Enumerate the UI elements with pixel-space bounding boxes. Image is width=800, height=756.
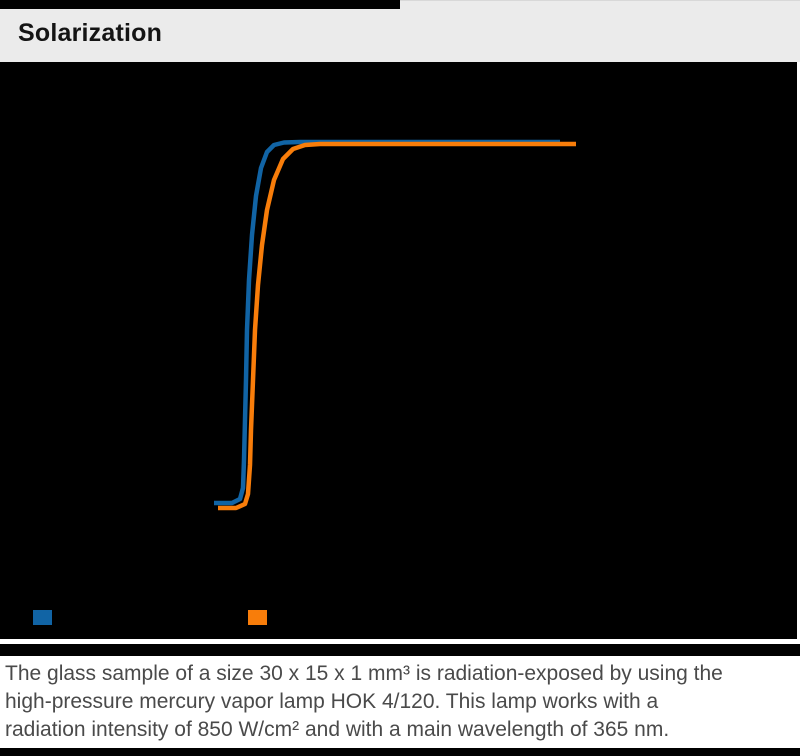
legend-swatch-blue	[33, 610, 52, 625]
solarization-chart-svg	[214, 139, 576, 511]
chart-plot-area	[0, 62, 797, 639]
figure-header: Solarization	[0, 0, 800, 62]
page-bottom-black-bar	[0, 748, 800, 756]
caption-line-2: high-pressure mercury vapor lamp HOK 4/1…	[5, 690, 659, 713]
header-top-black-bar	[0, 0, 400, 9]
orange-series-curve	[218, 141, 576, 511]
chart-bottom-white-line	[0, 639, 800, 644]
figure-caption: The glass sample of a size 30 x 15 x 1 m…	[0, 656, 800, 748]
chart-bottom-black-bar	[0, 644, 800, 656]
chart-section	[0, 62, 800, 639]
caption-line-3: radiation intensity of 850 W/cm² and wit…	[5, 718, 670, 741]
figure-title: Solarization	[18, 19, 163, 47]
caption-line-1: The glass sample of a size 30 x 15 x 1 m…	[5, 662, 723, 685]
legend-swatch-orange	[248, 610, 267, 625]
blue-series-curve	[214, 139, 560, 506]
